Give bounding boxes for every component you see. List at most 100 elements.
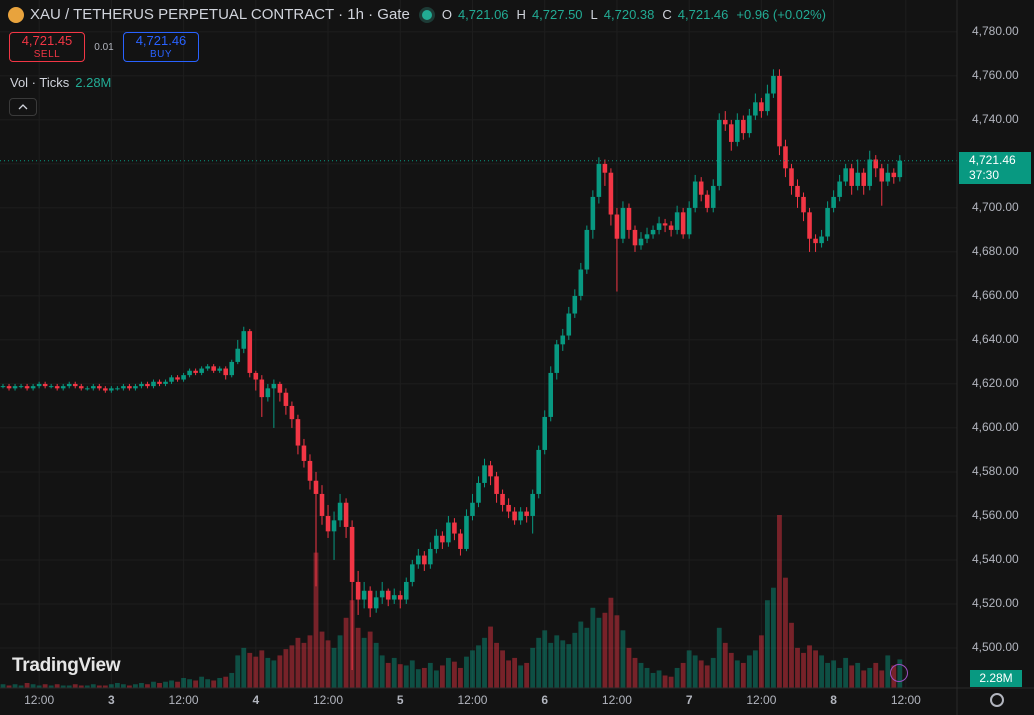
volume-bar — [764, 600, 770, 688]
volume-bar — [476, 645, 481, 688]
candle-body — [331, 520, 337, 532]
candle-body — [440, 535, 445, 543]
candle-body — [48, 386, 54, 388]
candle-body — [229, 361, 235, 376]
x-tick-label: 12:00 — [891, 693, 921, 707]
candle-body — [608, 172, 614, 215]
sell-button[interactable]: 4,721.45 SELL — [9, 32, 85, 62]
volume-bar — [704, 665, 710, 688]
candle-body — [337, 502, 343, 521]
volume-bar — [548, 642, 554, 688]
coin-icon — [8, 6, 24, 23]
volume-bar — [560, 640, 566, 688]
candle-body — [783, 146, 788, 169]
y-tick-label: 4,700.00 — [972, 200, 1019, 214]
candle-body — [295, 419, 301, 446]
volume-bar — [596, 617, 602, 688]
candle-body — [638, 238, 644, 246]
collapse-button[interactable] — [9, 98, 37, 116]
candle-body — [879, 168, 885, 182]
volume-bar — [18, 685, 24, 688]
volume-bar — [500, 650, 505, 688]
candle-body — [506, 504, 511, 512]
candle-body — [379, 590, 385, 598]
candle-body — [157, 381, 162, 384]
volume-bar — [452, 661, 457, 688]
trade-panel: 4,721.45 SELL 0.01 4,721.46 BUY — [9, 32, 199, 62]
candle-body — [590, 196, 596, 230]
volume-bar — [512, 657, 518, 688]
volume-bar — [60, 685, 66, 688]
candle-body — [662, 223, 668, 226]
candle-body — [307, 460, 313, 481]
ohlc-value: 4,727.50 — [531, 7, 583, 22]
volume-bar — [229, 672, 235, 688]
candle-body — [656, 223, 662, 230]
volume-bar — [807, 645, 812, 688]
buy-label: BUY — [149, 49, 173, 60]
candle-body — [127, 386, 132, 389]
indicator[interactable]: Vol · Ticks 2.28M — [10, 75, 111, 90]
y-tick-label: 4,600.00 — [972, 420, 1019, 434]
spread: 0.01 — [94, 41, 114, 53]
settings-icon[interactable] — [990, 693, 1004, 707]
volume-bar — [752, 650, 758, 688]
candle-body — [735, 119, 740, 142]
last-price-label: 4,721.46 37:30 — [959, 152, 1031, 184]
y-tick-label: 4,560.00 — [972, 508, 1019, 522]
volume-bar — [319, 631, 325, 688]
candle-body — [6, 386, 12, 389]
ohlc-value: 4,721.46 — [677, 7, 729, 22]
volume-bar — [819, 655, 824, 688]
candle-body — [765, 93, 770, 112]
candle-body — [464, 515, 469, 549]
alert-icon[interactable] — [890, 664, 908, 682]
volume-bar — [223, 676, 229, 688]
y-tick-label: 4,540.00 — [972, 552, 1019, 566]
candle-body — [777, 75, 782, 147]
candle-body — [566, 313, 572, 336]
candle-body — [536, 449, 541, 494]
symbol-title[interactable]: XAU / TETHERUS PERPETUAL CONTRACT · 1h ·… — [30, 6, 410, 23]
candle-body — [500, 493, 505, 505]
volume-bar — [632, 657, 638, 688]
candle-body — [686, 207, 692, 235]
volume-bar — [542, 630, 548, 688]
candle-body — [0, 386, 6, 388]
volume-bar — [96, 685, 102, 688]
last-price: 4,721.46 — [969, 153, 1016, 167]
candle-body — [476, 482, 481, 503]
volume-bar — [361, 637, 367, 688]
candle-body — [373, 597, 379, 609]
volume-bar — [458, 667, 463, 688]
candle-body — [187, 370, 192, 376]
logo[interactable]: TradingView — [12, 655, 121, 676]
volume-bar — [680, 662, 686, 688]
ohlc-value: 4,720.38 — [603, 7, 655, 22]
volume-bar — [445, 657, 451, 688]
x-tick-label: 5 — [397, 693, 404, 707]
volume-bar — [42, 684, 48, 688]
volume-bar — [885, 655, 891, 688]
volume-bar — [783, 577, 788, 688]
candle-body — [716, 119, 722, 186]
volume-bar — [24, 682, 30, 688]
volume-bar — [758, 635, 764, 688]
volume-bar — [524, 662, 530, 688]
volume-bar — [211, 680, 217, 688]
candle-body — [139, 383, 144, 387]
candle-body — [434, 535, 439, 549]
volume-bar — [301, 642, 307, 688]
volume-bar — [849, 665, 855, 688]
candle-body — [24, 386, 30, 389]
buy-button[interactable]: 4,721.46 BUY — [123, 32, 199, 62]
x-tick-label: 8 — [830, 693, 837, 707]
y-tick-label: 4,640.00 — [972, 332, 1019, 346]
volume-bar — [0, 684, 6, 688]
volume-bar — [861, 670, 867, 688]
volume-bar — [78, 685, 84, 688]
volume-bar — [566, 644, 572, 688]
y-tick-label: 4,780.00 — [972, 24, 1019, 38]
x-tick-label: 12:00 — [313, 693, 343, 707]
